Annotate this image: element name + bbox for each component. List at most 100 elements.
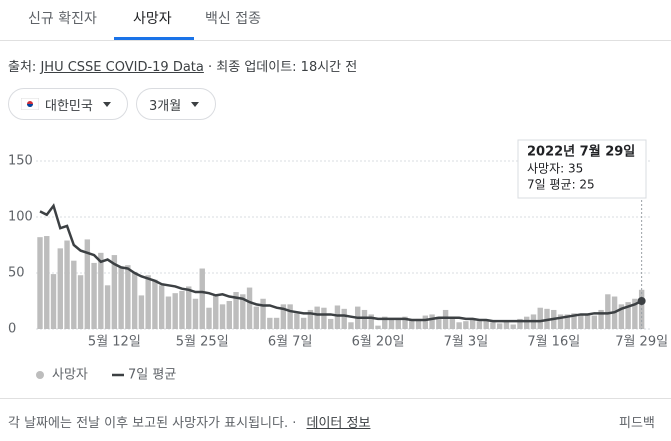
bar <box>233 292 239 329</box>
bar <box>557 314 564 329</box>
data-info-link[interactable]: 데이터 정보 <box>306 416 371 431</box>
bar <box>334 305 341 329</box>
bar <box>57 248 63 329</box>
bar <box>226 301 232 329</box>
legend-swatch <box>36 371 44 379</box>
source-line: 출처: JHU CSSE COVID-19 Data · 최종 업데이트: 18… <box>8 56 357 75</box>
bar <box>510 324 516 329</box>
range-dropdown[interactable]: 3개월 <box>136 88 216 120</box>
x-tick-label: 5월 12일 <box>88 335 141 350</box>
chart: 0 50 100 150 5월 12일 5월 25일 6월 7일 6월 20일 7월 3일 7월 … <box>8 139 668 383</box>
footer: 각 날짜에는 전날 이후 보고된 사망자가 표시됩니다. · 데이터 정보 <box>8 412 370 431</box>
bar <box>496 323 503 329</box>
tab-active[interactable]: 사망자 <box>133 11 172 27</box>
bar <box>260 298 266 329</box>
bar <box>341 308 347 329</box>
bar <box>287 304 293 329</box>
bar <box>44 236 50 329</box>
bar <box>71 260 77 329</box>
bar <box>104 285 111 329</box>
bar <box>375 325 381 329</box>
bar <box>591 315 598 329</box>
x-tick-label: 6월 7일 <box>268 335 313 350</box>
bar <box>388 318 395 329</box>
bar <box>436 316 442 329</box>
bar <box>98 252 104 329</box>
updated: · 최종 업데이트: 18시간 전 <box>208 60 358 75</box>
bar <box>368 314 374 329</box>
bar <box>199 268 205 329</box>
tab[interactable]: 백신 접종 <box>205 11 261 27</box>
tooltip-line: 사망자: 35 <box>527 162 583 176</box>
tab-indicator <box>114 37 194 40</box>
bar <box>273 317 280 329</box>
bar <box>267 317 273 329</box>
bar <box>213 295 219 329</box>
bar <box>77 275 84 329</box>
bar <box>327 318 334 329</box>
tooltip-date: 2022년 7월 29일 <box>527 144 635 160</box>
feedback[interactable]: 피드백 <box>619 416 655 431</box>
bar <box>632 298 638 329</box>
y-tick-label: 150 <box>8 154 33 169</box>
bar <box>158 285 165 329</box>
range: 3개월 <box>149 98 182 114</box>
divider <box>0 398 671 399</box>
bar <box>138 295 145 329</box>
bar <box>172 293 178 329</box>
bar <box>456 322 462 329</box>
footer-note: 각 날짜에는 전날 이후 보고된 사망자가 표시됩니다. · <box>8 416 297 431</box>
bar <box>37 237 43 329</box>
bar <box>152 279 158 329</box>
bar <box>409 320 415 329</box>
bar <box>382 316 388 329</box>
bar <box>449 317 456 329</box>
bar <box>246 287 253 329</box>
bar <box>321 307 327 329</box>
bar <box>314 306 320 329</box>
bar <box>64 240 70 329</box>
bar <box>463 321 469 329</box>
bar <box>564 314 570 329</box>
x-tick-label: 7월 16일 <box>527 335 580 350</box>
bar <box>578 314 584 329</box>
bar <box>84 239 91 329</box>
line <box>39 203 643 323</box>
bar <box>618 304 625 329</box>
tooltip <box>517 139 647 199</box>
bar <box>490 322 496 329</box>
bar <box>294 313 300 329</box>
bar <box>442 309 449 329</box>
legend-label: 7일 평균 <box>128 368 176 383</box>
source-prefix: 출처: <box>8 60 37 75</box>
bar <box>300 317 307 329</box>
bar <box>206 307 212 329</box>
hover-point <box>637 297 646 305</box>
x-tick-label: 5월 25일 <box>176 335 229 350</box>
bar <box>50 274 57 329</box>
bar <box>395 318 401 329</box>
flag <box>21 98 39 110</box>
bar <box>165 296 172 329</box>
bar <box>429 314 435 329</box>
bar <box>483 320 489 329</box>
bar <box>361 309 368 329</box>
source-link[interactable]: JHU CSSE COVID-19 Data <box>40 60 204 75</box>
bar <box>517 318 523 329</box>
bar <box>307 309 314 329</box>
bar <box>503 320 510 329</box>
y-tick-label: 0 <box>8 322 16 337</box>
y-tick-label: 50 <box>8 266 25 281</box>
country-dropdown[interactable]: 대한민국 <box>8 88 128 120</box>
bar <box>524 316 530 329</box>
bar <box>348 322 354 329</box>
bar <box>469 318 476 329</box>
bar <box>179 290 185 329</box>
bar <box>192 298 199 329</box>
bar <box>219 304 226 329</box>
bar <box>422 315 429 329</box>
tooltip-line: 7일 평균: 25 <box>527 178 595 192</box>
bar <box>125 265 131 329</box>
tab[interactable]: 신규 확진자 <box>28 11 97 27</box>
